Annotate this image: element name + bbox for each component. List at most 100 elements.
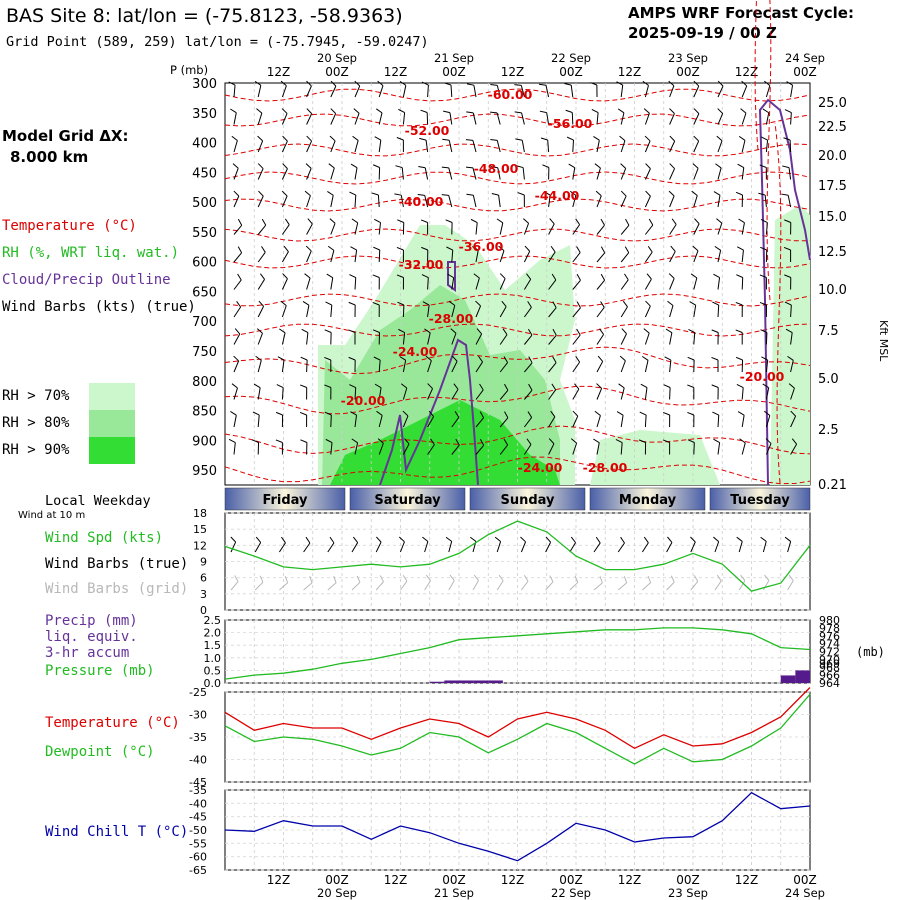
wind-barb-staff	[473, 85, 477, 98]
wind-barb-staff	[569, 542, 576, 553]
height-tick: 5.0	[818, 372, 839, 387]
wind-barb-flag	[399, 356, 406, 361]
y-tick-label: 0.5	[204, 664, 222, 677]
wind-barb-staff	[400, 195, 404, 208]
wind-barb-staff	[765, 415, 771, 428]
wind-barb-flag	[643, 536, 649, 544]
wind-barb-staff	[330, 167, 335, 180]
wind-barb-flag	[351, 438, 358, 444]
wind-barb-flag	[600, 301, 605, 308]
wind-barb-flag	[693, 135, 699, 142]
wind-barb-staff	[572, 224, 581, 235]
wind-barb-staff	[545, 581, 554, 591]
top-date-label: 24 Sep	[785, 51, 825, 65]
wind-barb-flag	[306, 135, 312, 142]
wind-barb-flag	[516, 165, 524, 169]
wind-barb-staff	[596, 361, 604, 373]
wind-barb-staff	[448, 195, 453, 208]
temp-contour-label: -60.00	[488, 87, 533, 102]
wind-barb-staff	[306, 332, 309, 345]
wind-barb-staff	[669, 224, 677, 235]
wind-barb-flag	[624, 273, 629, 281]
wind-barb-flag	[259, 575, 264, 583]
wind-barb-staff	[306, 223, 313, 235]
wind-barb-staff	[765, 85, 771, 98]
wind-barb-staff	[666, 542, 673, 553]
wind-barb-staff	[475, 389, 484, 400]
precip-bars	[429, 670, 810, 683]
wind-barb-staff	[644, 305, 651, 318]
wind-barb-flag	[595, 190, 602, 197]
height-axis-label: Kft MSL	[877, 320, 890, 362]
height-tick: 15.0	[818, 210, 847, 225]
wind-barb-flag	[256, 328, 263, 334]
wind-barb-flag	[348, 356, 356, 361]
wind-barb-staff	[281, 332, 286, 345]
wind-barb-flag	[642, 80, 649, 86]
wind-barb-staff	[548, 334, 557, 345]
wind-barb-staff	[448, 580, 455, 591]
wind-barb-flag	[353, 108, 360, 114]
wind-barb-staff	[257, 112, 263, 125]
wind-barb-staff	[472, 167, 477, 180]
wind-barb-flag	[470, 218, 478, 224]
wind-barb-flag	[736, 536, 743, 542]
wind-barb-staff	[765, 112, 770, 125]
wind-barb-staff	[354, 85, 361, 98]
wind-barb-staff	[596, 388, 603, 400]
wind-barb-staff	[427, 416, 435, 428]
cycle-title: AMPS WRF Forecast Cycle:	[628, 4, 854, 22]
wind-barb-flag	[528, 356, 533, 364]
wind-barb-staff	[620, 168, 627, 180]
wind-barb-flag	[712, 301, 719, 306]
wind-barb-staff	[641, 542, 649, 553]
temp-contour-label: -52.00	[405, 123, 450, 138]
wind-barb-staff	[303, 582, 313, 591]
cloud-outline-small	[447, 261, 456, 292]
pressure-tick: 850	[192, 405, 217, 420]
wind-barb-staff	[572, 442, 578, 455]
wind-barb-staff	[570, 85, 574, 98]
wind-barb-flag	[575, 218, 581, 225]
wind-barb-flag	[737, 163, 745, 169]
wind-at-10m-label: Wind at 10 m	[18, 510, 85, 521]
wind-barb-flag	[713, 438, 720, 444]
height-tick: 2.5	[818, 423, 839, 438]
wind-barb-flag	[473, 574, 479, 581]
wind-barb-flag	[255, 355, 262, 361]
wind-barb-staff	[354, 167, 358, 180]
temp-contour-label: -24.00	[518, 460, 563, 475]
temp-contour-line	[224, 198, 811, 212]
wind-barb-staff	[572, 388, 580, 400]
wind-barb-flag	[714, 245, 721, 251]
wind-barb-flag	[327, 245, 335, 251]
wind-barb-flag	[762, 383, 769, 389]
wind-barb-flag	[283, 245, 289, 252]
wind-barb-flag	[620, 190, 627, 197]
wind-barb-staff	[402, 360, 407, 373]
wind-barb-staff	[669, 278, 675, 290]
wind-barb-staff	[548, 362, 557, 373]
wind-barb-flag	[280, 300, 287, 307]
wind-barb-staff	[472, 580, 479, 591]
wind-barb-staff	[378, 85, 384, 98]
wind-barb-flag	[301, 328, 309, 334]
pressure-tick: 650	[192, 285, 217, 300]
wind-grid	[225, 512, 810, 611]
wind-barb-staff	[645, 224, 654, 235]
wind-barb-flag	[496, 218, 504, 224]
wind-barb-flag	[444, 82, 452, 86]
wind-barb-flag	[237, 273, 242, 281]
wind-barb-staff	[620, 360, 626, 373]
wind-barb-staff	[475, 222, 478, 235]
wind-barb-staff	[596, 140, 600, 153]
pressure-tick: 600	[192, 256, 217, 271]
wind-barb-flag	[420, 109, 428, 113]
wind-barb-flag	[376, 536, 382, 543]
wind-barb-staff	[496, 112, 501, 125]
wind-barb-flag	[329, 536, 335, 544]
wind-barb-flag	[566, 136, 574, 141]
wind-barb-flag	[475, 300, 481, 307]
wind-barb-flag	[230, 411, 237, 416]
wind-barb-flag	[616, 411, 624, 416]
